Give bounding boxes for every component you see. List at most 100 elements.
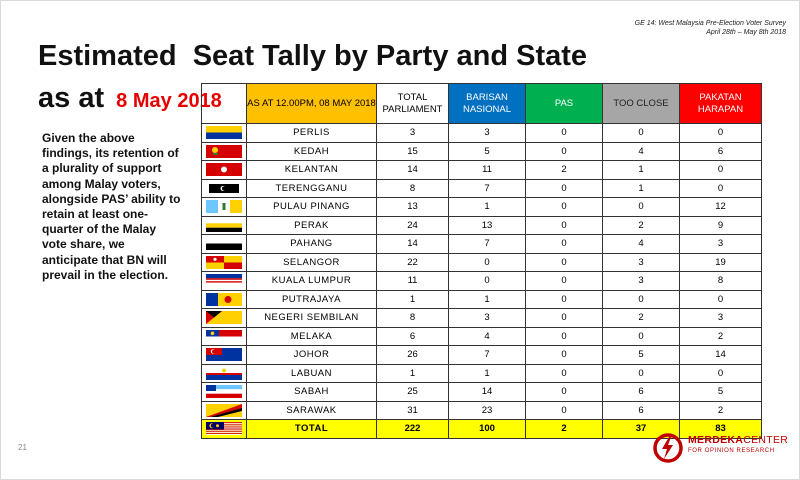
flag-cell: [201, 234, 247, 254]
pas-cell: 0: [525, 308, 603, 328]
table-row: PUTRAJAYA 1 1 0 0 0: [201, 289, 762, 309]
state-cell: TERENGGANU: [246, 178, 377, 198]
total-parliament-cell: 24: [376, 215, 449, 235]
total-parliament-cell: 25: [376, 382, 449, 402]
total-parliament-cell: 14: [376, 234, 449, 254]
bn-cell: 100: [448, 419, 526, 439]
too-close-cell: 3: [602, 252, 680, 272]
header-pakatan-harapan: PAKATAN HARAPAN: [679, 83, 762, 124]
flag-cell: [201, 197, 247, 217]
bn-cell: 5: [448, 141, 526, 161]
total-parliament-cell: 6: [376, 326, 449, 346]
kedah-flag-icon: [206, 144, 242, 158]
flag-cell: [201, 289, 247, 309]
state-cell: SABAH: [246, 382, 377, 402]
pas-cell: 0: [525, 363, 603, 383]
ph-cell: 12: [679, 197, 762, 217]
ph-cell: 0: [679, 363, 762, 383]
survey-dates: April 28th – May 8th 2018: [706, 29, 786, 36]
table-row: JOHOR 26 7 0 5 14: [201, 345, 762, 365]
flag-cell: [201, 345, 247, 365]
merdeka-center-logo: MERDEKACENTER FOR OPINION RESEARCH: [652, 430, 792, 470]
page-title-line2: as at 8 May 2018: [38, 82, 222, 115]
bn-cell: 3: [448, 308, 526, 328]
bn-cell: 4: [448, 326, 526, 346]
flag-cell: [201, 271, 247, 291]
flag-cell: [201, 252, 247, 272]
ph-cell: 19: [679, 252, 762, 272]
header-pas: PAS: [525, 83, 603, 124]
total-parliament-cell: 8: [376, 308, 449, 328]
table-row: KUALA LUMPUR 11 0 0 3 8: [201, 271, 762, 291]
ph-cell: 0: [679, 289, 762, 309]
flag-cell: [201, 419, 247, 439]
ph-cell: 2: [679, 400, 762, 420]
flag-cell: [201, 326, 247, 346]
state-cell: KEDAH: [246, 141, 377, 161]
too-close-cell: 6: [602, 382, 680, 402]
sarawak-flag-icon: [206, 403, 242, 417]
bn-cell: 1: [448, 363, 526, 383]
total-parliament-cell: 15: [376, 141, 449, 161]
table-header-row: AS AT 12.00PM, 08 MAY 2018 TOTAL PARLIAM…: [201, 83, 762, 124]
flag-cell: [201, 363, 247, 383]
header-too-close: TOO CLOSE: [602, 83, 680, 124]
total-parliament-cell: 3: [376, 123, 449, 143]
sabah-flag-icon: [206, 385, 242, 399]
state-cell: SELANGOR: [246, 252, 377, 272]
bn-cell: 23: [448, 400, 526, 420]
too-close-cell: 5: [602, 345, 680, 365]
state-cell: PERAK: [246, 215, 377, 235]
table-row: SARAWAK 31 23 0 6 2: [201, 400, 762, 420]
table-row: NEGERI SEMBILAN 8 3 0 2 3: [201, 308, 762, 328]
pas-cell: 0: [525, 289, 603, 309]
kelantan-flag-icon: [206, 163, 242, 177]
header-date: AS AT 12.00PM, 08 MAY 2018: [246, 83, 377, 124]
pas-cell: 0: [525, 252, 603, 272]
total-parliament-cell: 13: [376, 197, 449, 217]
pas-cell: 0: [525, 123, 603, 143]
too-close-cell: 2: [602, 215, 680, 235]
total-parliament-cell: 22: [376, 252, 449, 272]
bn-cell: 0: [448, 271, 526, 291]
flag-cell: [201, 400, 247, 420]
ph-cell: 0: [679, 160, 762, 180]
total-parliament-cell: 1: [376, 363, 449, 383]
title-date: 8 May 2018: [116, 90, 222, 112]
pas-cell: 0: [525, 382, 603, 402]
state-cell: MELAKA: [246, 326, 377, 346]
table-row: MELAKA 6 4 0 0 2: [201, 326, 762, 346]
state-cell: TOTAL: [246, 419, 377, 439]
total-parliament-cell: 31: [376, 400, 449, 420]
too-close-cell: 37: [602, 419, 680, 439]
header-barisan-nasional: BARISAN NASIONAL: [448, 83, 526, 124]
too-close-cell: 1: [602, 178, 680, 198]
ph-cell: 3: [679, 234, 762, 254]
logo-name: MERDEKACENTER: [688, 434, 789, 446]
too-close-cell: 4: [602, 234, 680, 254]
flag-cell: [201, 123, 247, 143]
table-row: PULAU PINANG 13 1 0 0 12: [201, 197, 762, 217]
pas-cell: 0: [525, 215, 603, 235]
table-row: PERAK 24 13 0 2 9: [201, 215, 762, 235]
state-cell: LABUAN: [246, 363, 377, 383]
melaka-flag-icon: [206, 329, 242, 343]
ph-cell: 83: [679, 419, 762, 439]
ph-cell: 14: [679, 345, 762, 365]
bn-cell: 11: [448, 160, 526, 180]
pahang-flag-icon: [206, 237, 242, 251]
state-cell: KUALA LUMPUR: [246, 271, 377, 291]
total-row: TOTAL 222 100 2 37 83: [201, 419, 762, 439]
too-close-cell: 0: [602, 326, 680, 346]
total-parliament-cell: 1: [376, 289, 449, 309]
pas-cell: 0: [525, 345, 603, 365]
state-cell: NEGERI SEMBILAN: [246, 308, 377, 328]
too-close-cell: 0: [602, 363, 680, 383]
too-close-cell: 0: [602, 197, 680, 217]
kuala-lumpur-flag-icon: [206, 274, 242, 288]
pas-cell: 0: [525, 141, 603, 161]
state-cell: PUTRAJAYA: [246, 289, 377, 309]
table-row: LABUAN 1 1 0 0 0: [201, 363, 762, 383]
table-row: PAHANG 14 7 0 4 3: [201, 234, 762, 254]
perak-flag-icon: [206, 218, 242, 232]
